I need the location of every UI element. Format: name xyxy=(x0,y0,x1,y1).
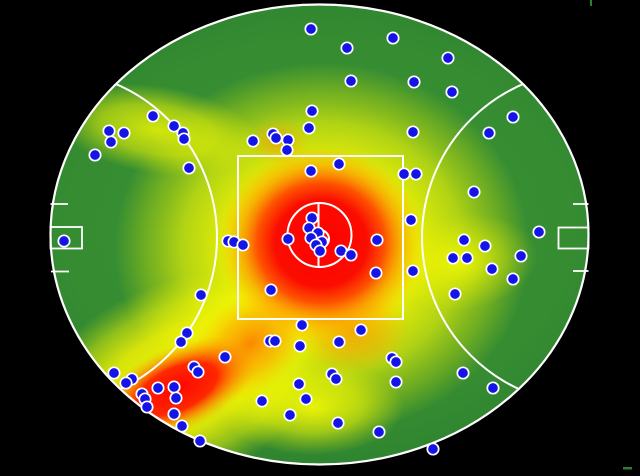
scatter-points xyxy=(57,22,546,456)
data-point xyxy=(167,380,181,394)
data-point xyxy=(386,31,400,45)
data-point xyxy=(146,109,160,123)
data-point xyxy=(397,167,411,181)
data-point xyxy=(167,407,181,421)
data-point xyxy=(369,266,383,280)
data-point xyxy=(193,434,207,448)
data-point xyxy=(191,365,205,379)
data-point xyxy=(140,400,154,414)
data-point xyxy=(514,249,528,263)
data-point xyxy=(180,326,194,340)
data-point xyxy=(151,381,165,395)
data-point xyxy=(370,233,384,247)
data-point xyxy=(268,334,282,348)
data-point xyxy=(313,244,327,258)
data-point xyxy=(506,110,520,124)
data-point xyxy=(304,22,318,36)
data-point xyxy=(406,264,420,278)
data-point xyxy=(448,287,462,301)
data-point xyxy=(404,213,418,227)
data-point xyxy=(177,132,191,146)
data-point xyxy=(389,355,403,369)
data-point xyxy=(269,131,283,145)
data-point xyxy=(482,126,496,140)
goal_left-square xyxy=(49,226,83,250)
data-point xyxy=(305,104,319,118)
data-point xyxy=(406,125,420,139)
data-point xyxy=(409,167,423,181)
data-point xyxy=(344,74,358,88)
goal_right-square xyxy=(557,226,590,250)
data-point xyxy=(332,335,346,349)
data-point xyxy=(532,225,546,239)
data-point xyxy=(389,375,403,389)
data-point xyxy=(102,124,116,138)
data-point xyxy=(107,366,121,380)
data-point xyxy=(340,41,354,55)
data-point xyxy=(104,135,118,149)
data-point xyxy=(255,394,269,408)
data-point xyxy=(460,251,474,265)
data-point xyxy=(344,248,358,262)
data-point xyxy=(167,119,181,133)
data-point xyxy=(292,377,306,391)
data-point xyxy=(280,143,294,157)
data-point xyxy=(299,392,313,406)
data-point xyxy=(281,232,295,246)
data-point xyxy=(302,121,316,135)
data-point xyxy=(407,75,421,89)
data-point xyxy=(332,157,346,171)
data-point xyxy=(441,51,455,65)
data-point xyxy=(236,238,250,252)
data-point xyxy=(467,185,481,199)
render-artifact xyxy=(590,0,592,6)
data-point xyxy=(457,233,471,247)
data-point xyxy=(354,323,368,337)
data-point xyxy=(119,376,133,390)
data-point xyxy=(329,372,343,386)
render-artifact xyxy=(623,467,632,470)
data-point xyxy=(169,391,183,405)
data-point xyxy=(194,288,208,302)
data-point xyxy=(506,272,520,286)
data-point xyxy=(331,416,345,430)
data-point xyxy=(117,126,131,140)
data-point xyxy=(478,239,492,253)
arc-right xyxy=(421,69,589,406)
data-point xyxy=(88,148,102,162)
data-point xyxy=(283,408,297,422)
data-point xyxy=(246,134,260,148)
data-point xyxy=(174,335,188,349)
data-point xyxy=(304,164,318,178)
data-point xyxy=(182,161,196,175)
data-point xyxy=(295,318,309,332)
data-point xyxy=(57,234,71,248)
data-point xyxy=(264,283,278,297)
data-point xyxy=(175,419,189,433)
data-point xyxy=(218,350,232,364)
data-point xyxy=(426,442,440,456)
data-point xyxy=(486,381,500,395)
data-point xyxy=(445,85,459,99)
data-point xyxy=(446,251,460,265)
heat-zone-topleft-band xyxy=(54,83,262,177)
data-point xyxy=(293,339,307,353)
data-point xyxy=(372,425,386,439)
data-point xyxy=(485,262,499,276)
data-point xyxy=(456,366,470,380)
